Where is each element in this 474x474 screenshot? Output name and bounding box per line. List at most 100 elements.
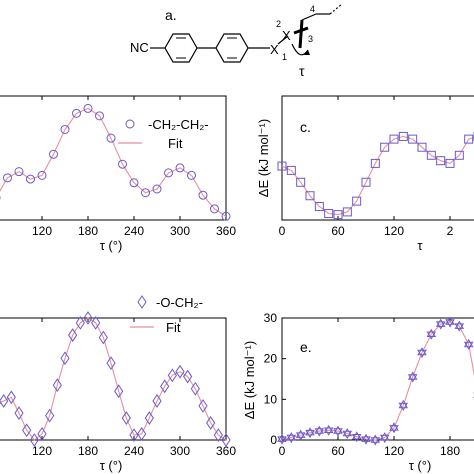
- panel-c-xlabel: τ: [417, 238, 423, 253]
- legend-diamond-marker: [137, 295, 147, 309]
- data-point: [164, 168, 173, 178]
- data-point: [49, 149, 58, 159]
- panel-e-frame: [281, 317, 474, 441]
- data-point: [417, 347, 427, 359]
- x-tick-label: 180: [78, 444, 98, 458]
- data-point: [144, 411, 154, 425]
- data-point: [106, 133, 116, 143]
- data-point: [137, 426, 147, 441]
- data-point: [83, 103, 93, 113]
- y-tick-label: 10: [264, 392, 278, 406]
- data-point: [106, 356, 116, 371]
- x-tick-label: 60: [331, 224, 345, 238]
- panel-d-plot: [0, 311, 231, 447]
- data-point: [454, 320, 465, 332]
- panel-e-letter: e.: [300, 339, 312, 355]
- atom-x2: X: [282, 28, 291, 43]
- bond-x1-x2: [277, 35, 289, 45]
- x-tick-label: 240: [124, 224, 144, 238]
- data-point: [286, 432, 297, 444]
- data-point: [60, 351, 70, 366]
- data-point: [160, 379, 170, 394]
- data-point: [352, 196, 362, 206]
- y-tick-label: 20: [264, 352, 278, 366]
- panel-a-letter: a.: [165, 7, 177, 23]
- panel-e-ticks: 06012018020102030: [264, 311, 461, 458]
- nitrile-group-label: NC: [130, 40, 149, 55]
- data-point: [398, 131, 408, 141]
- data-point: [129, 428, 139, 443]
- data-point: [152, 184, 162, 194]
- data-point: [408, 134, 418, 144]
- data-point: [6, 390, 16, 405]
- x-tick-label: 360: [216, 224, 236, 238]
- legend-circle-marker: [125, 119, 135, 129]
- data-point: [379, 432, 390, 444]
- data-point: [370, 158, 380, 168]
- panel-c: c. 0 60 120 2 τ ΔE (kJ mol⁻¹): [256, 95, 474, 253]
- data-point: [206, 416, 216, 430]
- panel-b-xlabel: τ (°): [100, 238, 123, 253]
- data-point: [333, 425, 343, 437]
- bond-c3-c4: [301, 13, 317, 21]
- x-tick-label: 0: [279, 444, 286, 458]
- data-point: [175, 163, 185, 173]
- data-point: [52, 378, 62, 393]
- data-point: [0, 394, 9, 408]
- data-point: [324, 209, 334, 219]
- data-point: [314, 425, 325, 437]
- torsion-arrowhead-icon: [304, 50, 310, 55]
- x-tick-label: 300: [170, 224, 190, 238]
- data-point: [29, 433, 39, 447]
- panel-e-plot: [277, 316, 474, 446]
- data-point: [277, 433, 287, 445]
- x-tick-label: 180: [440, 444, 460, 458]
- data-point: [175, 364, 185, 379]
- panel-e: e. 06012018020102030 τ (°) ΔE (kJ mol⁻¹): [242, 311, 474, 473]
- panel-d-xlabel: τ (°): [100, 458, 123, 473]
- data-point: [436, 156, 446, 166]
- atom-label-4: 4: [310, 4, 315, 14]
- data-point: [380, 142, 390, 152]
- panel-d-frame: [0, 317, 227, 441]
- data-point: [37, 170, 47, 180]
- data-point: [445, 316, 455, 328]
- panel-c-ticks: 0 60 120 2: [279, 96, 454, 238]
- atom-label-2: 2: [276, 19, 281, 29]
- data-point: [296, 177, 306, 187]
- data-point: [445, 158, 455, 168]
- fit-line: [0, 317, 227, 441]
- data-point: [351, 431, 362, 443]
- data-point: [210, 204, 219, 214]
- tau-label: τ: [299, 63, 305, 79]
- data-point: [305, 427, 315, 439]
- panel-b-legend-series-label: -CH₂-CH₂-: [148, 117, 209, 132]
- x-tick-label: 360: [216, 444, 236, 458]
- x-tick-label: 300: [170, 444, 190, 458]
- panel-c-ylabel: ΔE (kJ mol⁻¹): [256, 119, 271, 197]
- panel-b-plot: [0, 103, 231, 221]
- data-point: [118, 159, 127, 169]
- data-point: [426, 150, 436, 160]
- data-point: [22, 423, 32, 438]
- panel-c-letter: c.: [300, 119, 311, 135]
- data-point: [187, 170, 196, 180]
- panel-c-frame: [281, 95, 474, 221]
- data-point: [3, 173, 12, 183]
- data-point: [389, 134, 399, 144]
- atom-label-1: 1: [282, 52, 287, 62]
- y-tick-label: 30: [264, 311, 278, 325]
- data-point: [435, 318, 446, 330]
- bond-tail-dashed: [329, 3, 343, 15]
- data-point: [91, 315, 101, 330]
- bond-c3-c4-bold: [298, 19, 304, 49]
- data-point: [190, 381, 200, 396]
- data-point: [141, 188, 150, 198]
- data-point: [198, 190, 208, 200]
- data-point: [114, 384, 124, 399]
- data-point: [361, 433, 371, 445]
- data-point: [389, 422, 399, 434]
- data-point: [221, 211, 231, 221]
- data-point: [314, 202, 324, 212]
- data-point: [198, 398, 208, 413]
